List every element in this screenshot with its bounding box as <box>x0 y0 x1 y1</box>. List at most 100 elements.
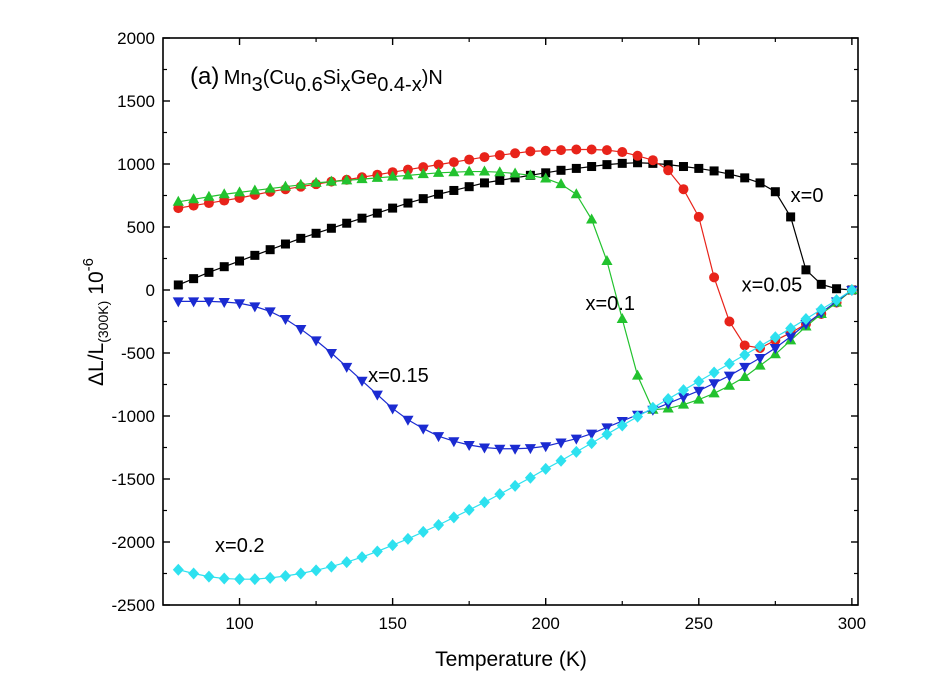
data-point <box>525 146 536 157</box>
data-point <box>249 573 261 586</box>
data-point <box>372 208 382 218</box>
data-point <box>371 171 383 182</box>
series-label: x=0 <box>791 185 824 207</box>
series-layer <box>172 144 858 586</box>
data-point <box>510 173 520 183</box>
formula-part: Si <box>323 67 341 89</box>
data-point <box>463 503 475 516</box>
data-point <box>586 213 598 224</box>
data-point <box>754 359 766 370</box>
data-point <box>755 178 765 188</box>
data-point <box>663 165 674 176</box>
data-point <box>495 175 505 185</box>
data-point <box>279 180 292 191</box>
data-point <box>173 280 183 290</box>
data-point <box>709 272 720 283</box>
data-point <box>708 387 720 398</box>
data-point <box>417 424 429 435</box>
data-point <box>264 307 276 318</box>
data-point <box>296 233 306 243</box>
data-point <box>235 256 245 266</box>
series-x-0.15 <box>172 286 858 455</box>
data-point <box>249 184 261 195</box>
data-point <box>402 415 414 426</box>
data-point <box>570 445 582 458</box>
data-point <box>524 169 537 180</box>
data-point <box>556 165 566 175</box>
data-point <box>509 479 521 492</box>
data-point <box>341 174 353 185</box>
data-point <box>433 518 445 531</box>
data-point <box>356 173 368 184</box>
y-tick-label: -1000 <box>112 407 155 426</box>
data-point <box>555 178 567 189</box>
data-point <box>570 188 582 199</box>
data-point <box>417 525 429 538</box>
data-point <box>464 182 474 192</box>
data-point <box>295 567 307 580</box>
data-point <box>662 392 674 405</box>
series-label: x=0.15 <box>368 365 429 387</box>
axis-ticks <box>163 37 858 606</box>
data-point <box>785 332 797 343</box>
data-point <box>463 165 475 176</box>
data-point <box>769 331 781 344</box>
data-point <box>509 167 521 178</box>
y-axis-title: ΔL/L(300K) 10-6 <box>80 258 111 386</box>
data-point <box>341 556 353 569</box>
data-point <box>279 314 292 325</box>
data-point <box>647 401 659 414</box>
series-line <box>178 289 853 450</box>
data-point <box>188 297 200 308</box>
data-point <box>218 297 230 308</box>
data-point <box>417 168 429 179</box>
data-point <box>478 443 491 454</box>
data-point <box>325 560 337 573</box>
y-tick-label: 500 <box>127 218 155 237</box>
x-tick-label: 250 <box>685 614 713 633</box>
y-tick-label: 2000 <box>117 29 155 48</box>
data-point <box>387 170 399 181</box>
data-point <box>356 551 368 564</box>
data-point <box>204 267 214 277</box>
data-point <box>325 349 337 359</box>
data-point <box>831 294 843 307</box>
data-point <box>678 162 688 172</box>
data-point <box>694 163 704 173</box>
formula-part: 0.4-x <box>377 74 421 96</box>
data-point <box>846 284 858 296</box>
data-point <box>464 154 475 165</box>
data-point <box>616 312 628 323</box>
data-point <box>418 162 429 173</box>
data-point <box>342 218 352 228</box>
data-point <box>723 371 736 382</box>
data-point <box>494 444 506 455</box>
data-point <box>739 340 750 351</box>
data-point <box>218 572 230 585</box>
data-point <box>723 379 736 390</box>
data-point <box>494 488 506 501</box>
data-point <box>601 255 613 266</box>
y-axis-factor: 10 <box>85 271 108 294</box>
data-point <box>463 440 475 451</box>
data-point <box>295 325 307 336</box>
data-point <box>234 573 246 586</box>
data-point <box>693 211 704 222</box>
data-point <box>632 150 643 161</box>
data-point <box>172 297 184 308</box>
data-point <box>540 462 552 475</box>
data-point <box>326 223 336 233</box>
series-label: x=0.1 <box>586 293 635 315</box>
data-point <box>601 428 613 441</box>
data-point <box>555 438 567 449</box>
data-point <box>739 348 751 361</box>
data-point <box>479 152 490 163</box>
formula-part: Ge <box>351 67 378 89</box>
data-point <box>571 163 581 173</box>
data-point <box>356 376 368 387</box>
data-point <box>739 362 751 373</box>
data-point <box>249 302 261 313</box>
data-point <box>203 297 215 308</box>
data-point <box>387 404 399 415</box>
